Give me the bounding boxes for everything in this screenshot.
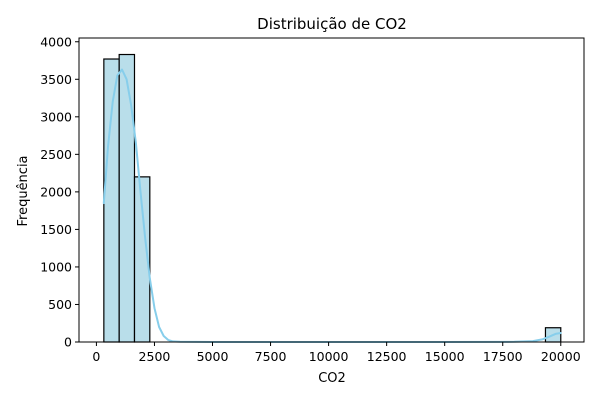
x-tick-label: 10000 [309, 349, 349, 364]
y-tick-label: 1000 [40, 259, 72, 274]
plot-frame [78, 37, 585, 343]
x-tick-label: 7500 [255, 349, 287, 364]
histogram-bar-1 [103, 58, 120, 343]
y-tick-label: 2500 [40, 147, 72, 162]
bars-layer [103, 53, 562, 343]
y-axis-label: Frequência [16, 155, 31, 226]
x-axis-ticks: 0 2500 5000 7500 10000 12500 15000 17500 20000 [92, 342, 581, 364]
x-tick-label: 20000 [541, 349, 581, 364]
x-tick-label: 15000 [425, 349, 465, 364]
x-tick-label: 0 [92, 349, 100, 364]
chart-title: Distribuição de CO2 [257, 15, 407, 33]
y-tick-label: 3500 [40, 72, 72, 87]
histogram-bar-2 [118, 53, 136, 343]
kde-line [102, 68, 562, 343]
x-tick-label: 2500 [139, 349, 171, 364]
kde-layer [102, 68, 562, 343]
x-tick-label: 5000 [197, 349, 229, 364]
y-axis-ticks: 0 500 1000 1500 2000 2500 3000 3500 4000 [40, 34, 79, 350]
y-tick-label: 0 [64, 335, 72, 350]
x-tick-label: 12500 [367, 349, 407, 364]
y-tick-label: 4000 [40, 34, 72, 49]
x-axis-label: CO2 [318, 371, 346, 386]
y-tick-label: 1500 [40, 222, 72, 237]
y-tick-label: 500 [48, 297, 72, 312]
y-tick-label: 3000 [40, 109, 72, 124]
x-tick-label: 17500 [483, 349, 523, 364]
y-tick-label: 2000 [40, 184, 72, 199]
